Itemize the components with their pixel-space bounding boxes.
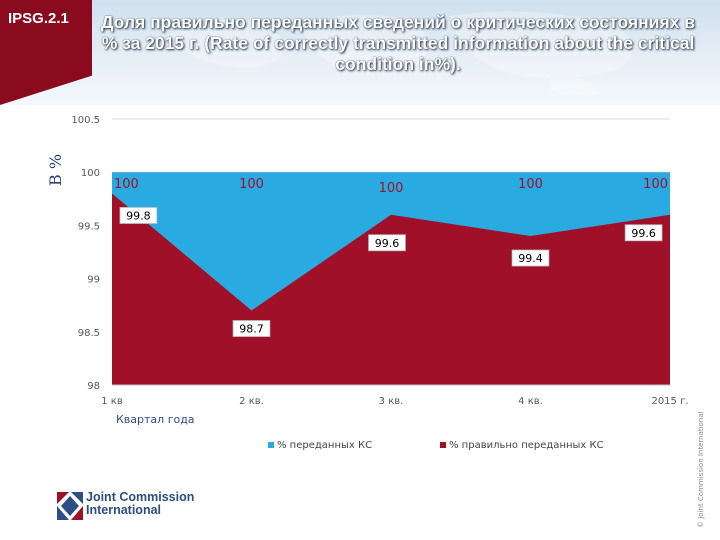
data-label: 99.6 — [375, 237, 400, 250]
x-tick-label: 2015 г. — [651, 396, 688, 407]
data-label: 99.4 — [518, 252, 543, 265]
jci-logo-icon — [57, 492, 83, 520]
x-tick-labels: 1 кв 2 кв. 3 кв. 4 кв. 2015 г. — [101, 396, 688, 407]
page-title: Доля правильно переданных сведений о кри… — [100, 12, 696, 74]
data-label: 98.7 — [239, 323, 264, 336]
x-tick-label: 1 кв — [101, 396, 123, 407]
y-tick-label: 100 — [81, 168, 100, 179]
data-label-box — [511, 249, 550, 267]
x-tick-label: 2 кв. — [239, 396, 264, 407]
legend-item-transmitted: % переданных КС — [268, 440, 372, 451]
data-label-box — [119, 207, 158, 224]
y-tick-label: 98.5 — [78, 328, 100, 339]
y-tick-label: 100.5 — [71, 115, 100, 126]
legend-swatch-transmitted — [268, 442, 274, 448]
legend-swatch-correct — [440, 442, 446, 448]
series-correct-data-labels: 99.8 98.7 99.6 99.4 99.6 — [119, 207, 663, 337]
legend-item-correct: % правильно переданных КС — [440, 440, 604, 451]
series-transmitted-data-labels: 100 100 100 100 100 — [114, 177, 668, 196]
x-axis-title: Квартал года — [116, 413, 195, 426]
copyright-notice: © Joint Commission International — [697, 411, 705, 528]
y-tick-labels: 100.5 100 99.5 99 98.5 98 — [71, 115, 100, 392]
y-tick-label: 98 — [87, 381, 100, 392]
data-label-box — [624, 224, 663, 242]
data-label: 100 — [643, 177, 668, 192]
series-correct-area — [112, 193, 670, 385]
jci-logo-text: Joint Commission International — [86, 491, 194, 517]
world-map-background — [170, 11, 633, 96]
legend-label-correct: % правильно переданных КС — [449, 440, 604, 451]
legend-label-transmitted: % переданных КС — [277, 440, 373, 451]
header-banner: IPSG.2.1 Доля правильно переданных сведе… — [0, 0, 720, 105]
data-label: 100 — [379, 181, 404, 196]
logo-line-2: International — [86, 503, 162, 517]
data-label: 99.6 — [631, 227, 656, 240]
badge-label: IPSG.2.1 — [8, 10, 69, 27]
data-label-box — [232, 320, 271, 337]
x-tick-label: 4 кв. — [518, 396, 543, 407]
x-tick-label: 3 кв. — [379, 396, 404, 407]
data-label: 100 — [518, 177, 543, 192]
data-label: 100 — [239, 177, 264, 192]
data-label: 99.8 — [126, 209, 151, 222]
y-tick-label: 99.5 — [78, 221, 100, 232]
data-label-box — [368, 234, 406, 252]
data-label: 100 — [114, 177, 139, 192]
y-tick-label: 99 — [87, 275, 100, 286]
area-chart: 100.5 100 99.5 99 98.5 98 1 кв 2 кв. 3 кв. 4 кв.… — [71, 115, 688, 407]
logo-line-1: Joint Commission — [86, 490, 195, 504]
